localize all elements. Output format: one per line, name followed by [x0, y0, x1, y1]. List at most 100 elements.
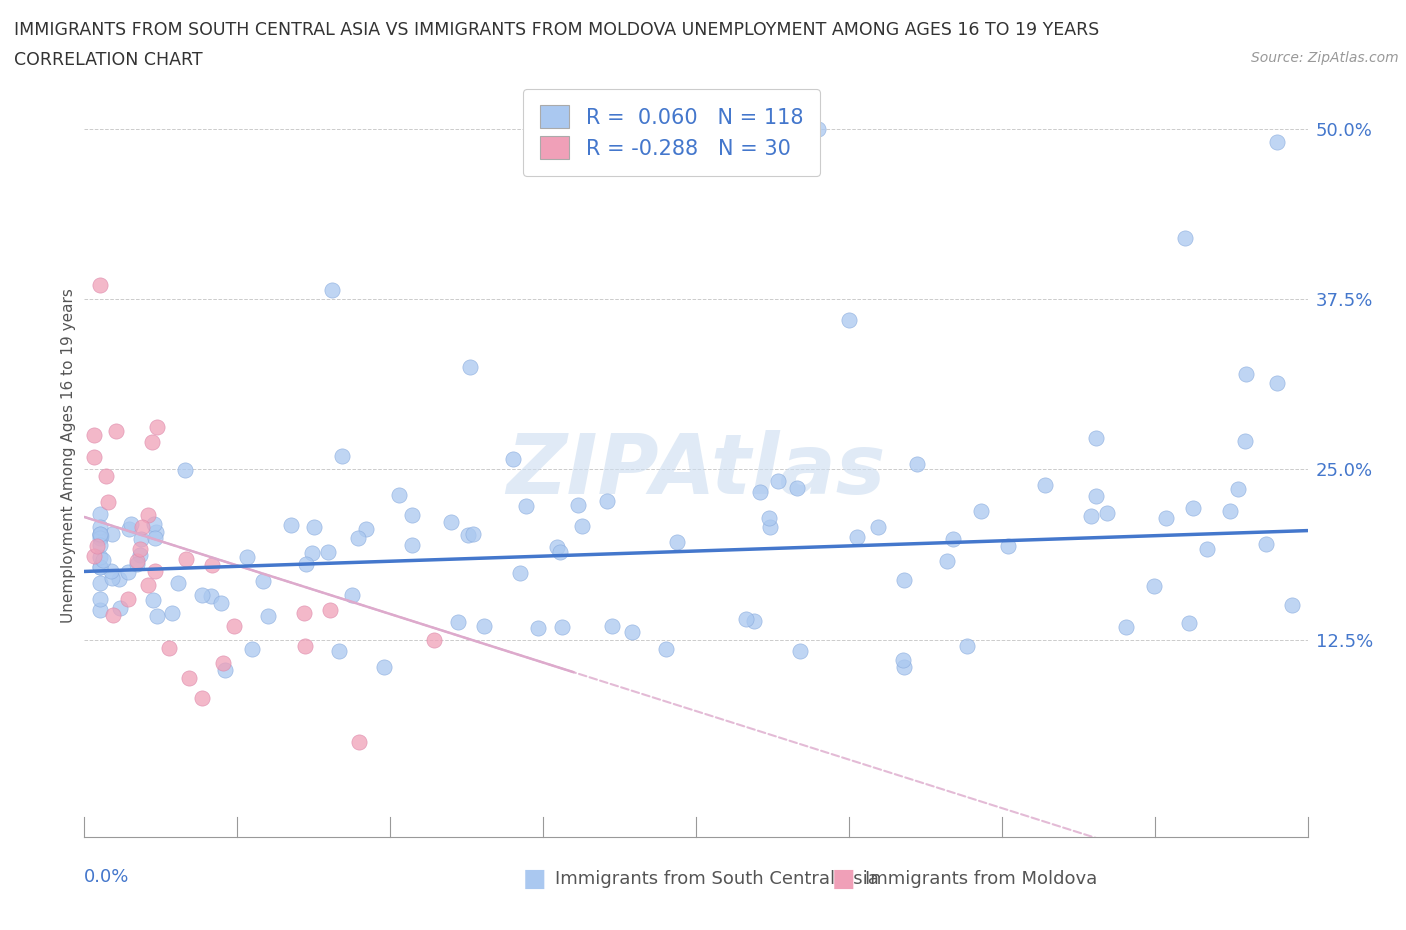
Point	[347, 531, 370, 546]
Point	[89, 559, 111, 574]
Point	[295, 556, 318, 571]
Point	[330, 448, 353, 463]
Point	[89, 560, 111, 575]
Point	[157, 641, 180, 656]
Point	[742, 614, 765, 629]
Point	[177, 671, 200, 685]
Point	[349, 735, 371, 750]
Point	[100, 564, 122, 578]
Point	[174, 551, 197, 566]
Text: Source: ZipAtlas.com: Source: ZipAtlas.com	[1251, 51, 1399, 65]
Point	[301, 546, 323, 561]
Point	[145, 608, 167, 623]
Point	[567, 498, 589, 512]
Point	[89, 550, 111, 565]
Point	[125, 556, 148, 571]
Point	[101, 608, 124, 623]
Point	[86, 538, 108, 553]
Point	[222, 618, 245, 633]
Point	[472, 618, 495, 633]
Point	[758, 511, 780, 525]
Point	[1265, 135, 1288, 150]
Point	[373, 660, 395, 675]
Point	[141, 435, 163, 450]
Point	[1154, 511, 1177, 525]
Point	[214, 662, 236, 677]
Point	[893, 572, 915, 587]
Point	[789, 644, 811, 658]
Point	[201, 558, 224, 573]
Point	[174, 462, 197, 477]
Text: IMMIGRANTS FROM SOUTH CENTRAL ASIA VS IMMIGRANTS FROM MOLDOVA UNEMPLOYMENT AMONG: IMMIGRANTS FROM SOUTH CENTRAL ASIA VS IM…	[14, 21, 1099, 39]
Point	[328, 644, 350, 658]
Point	[1080, 509, 1102, 524]
Point	[83, 428, 105, 443]
Y-axis label: Unemployment Among Ages 16 to 19 years: Unemployment Among Ages 16 to 19 years	[60, 288, 76, 623]
Point	[596, 494, 619, 509]
Point	[1084, 489, 1107, 504]
Point	[200, 589, 222, 604]
Point	[90, 529, 112, 544]
Point	[136, 508, 159, 523]
Point	[551, 619, 574, 634]
Point	[319, 603, 342, 618]
Point	[509, 566, 531, 581]
Point	[759, 520, 782, 535]
Point	[440, 515, 463, 530]
Point	[117, 591, 139, 606]
Point	[257, 608, 280, 623]
Point	[655, 642, 678, 657]
Point	[316, 545, 339, 560]
Text: Immigrants from South Central Asia: Immigrants from South Central Asia	[555, 870, 879, 888]
Point	[128, 542, 150, 557]
Text: Immigrants from Moldova: Immigrants from Moldova	[865, 870, 1097, 888]
Point	[91, 552, 114, 567]
Point	[866, 520, 889, 535]
Point	[905, 457, 928, 472]
Point	[128, 547, 150, 562]
Point	[83, 449, 105, 464]
Point	[354, 522, 377, 537]
Point	[401, 538, 423, 552]
Point	[956, 639, 979, 654]
Point	[89, 526, 111, 541]
Point	[621, 624, 644, 639]
Point	[846, 530, 869, 545]
Point	[191, 690, 214, 705]
Text: CORRELATION CHART: CORRELATION CHART	[14, 51, 202, 69]
Point	[734, 612, 756, 627]
Point	[89, 603, 111, 618]
Point	[571, 518, 593, 533]
Point	[127, 553, 149, 568]
Point	[1182, 500, 1205, 515]
Point	[1195, 542, 1218, 557]
Point	[401, 508, 423, 523]
Point	[1115, 619, 1137, 634]
Point	[280, 517, 302, 532]
Point	[294, 639, 316, 654]
Point	[89, 591, 111, 606]
Point	[891, 652, 914, 667]
Point	[997, 538, 1019, 553]
Point	[236, 550, 259, 565]
Point	[118, 522, 141, 537]
Point	[110, 600, 132, 615]
Point	[117, 565, 139, 579]
Point	[515, 498, 537, 513]
Point	[304, 520, 326, 535]
Point	[342, 587, 364, 602]
Point	[142, 592, 165, 607]
Point	[502, 452, 524, 467]
Point	[807, 122, 830, 137]
Point	[120, 517, 142, 532]
Text: ZIPAtlas: ZIPAtlas	[506, 431, 886, 512]
Point	[935, 553, 957, 568]
Point	[209, 596, 232, 611]
Point	[96, 469, 118, 484]
Text: 0.0%: 0.0%	[84, 868, 129, 885]
Point	[89, 576, 111, 591]
Point	[89, 527, 111, 542]
Point	[1219, 504, 1241, 519]
Point	[749, 485, 772, 499]
Point	[101, 526, 124, 541]
